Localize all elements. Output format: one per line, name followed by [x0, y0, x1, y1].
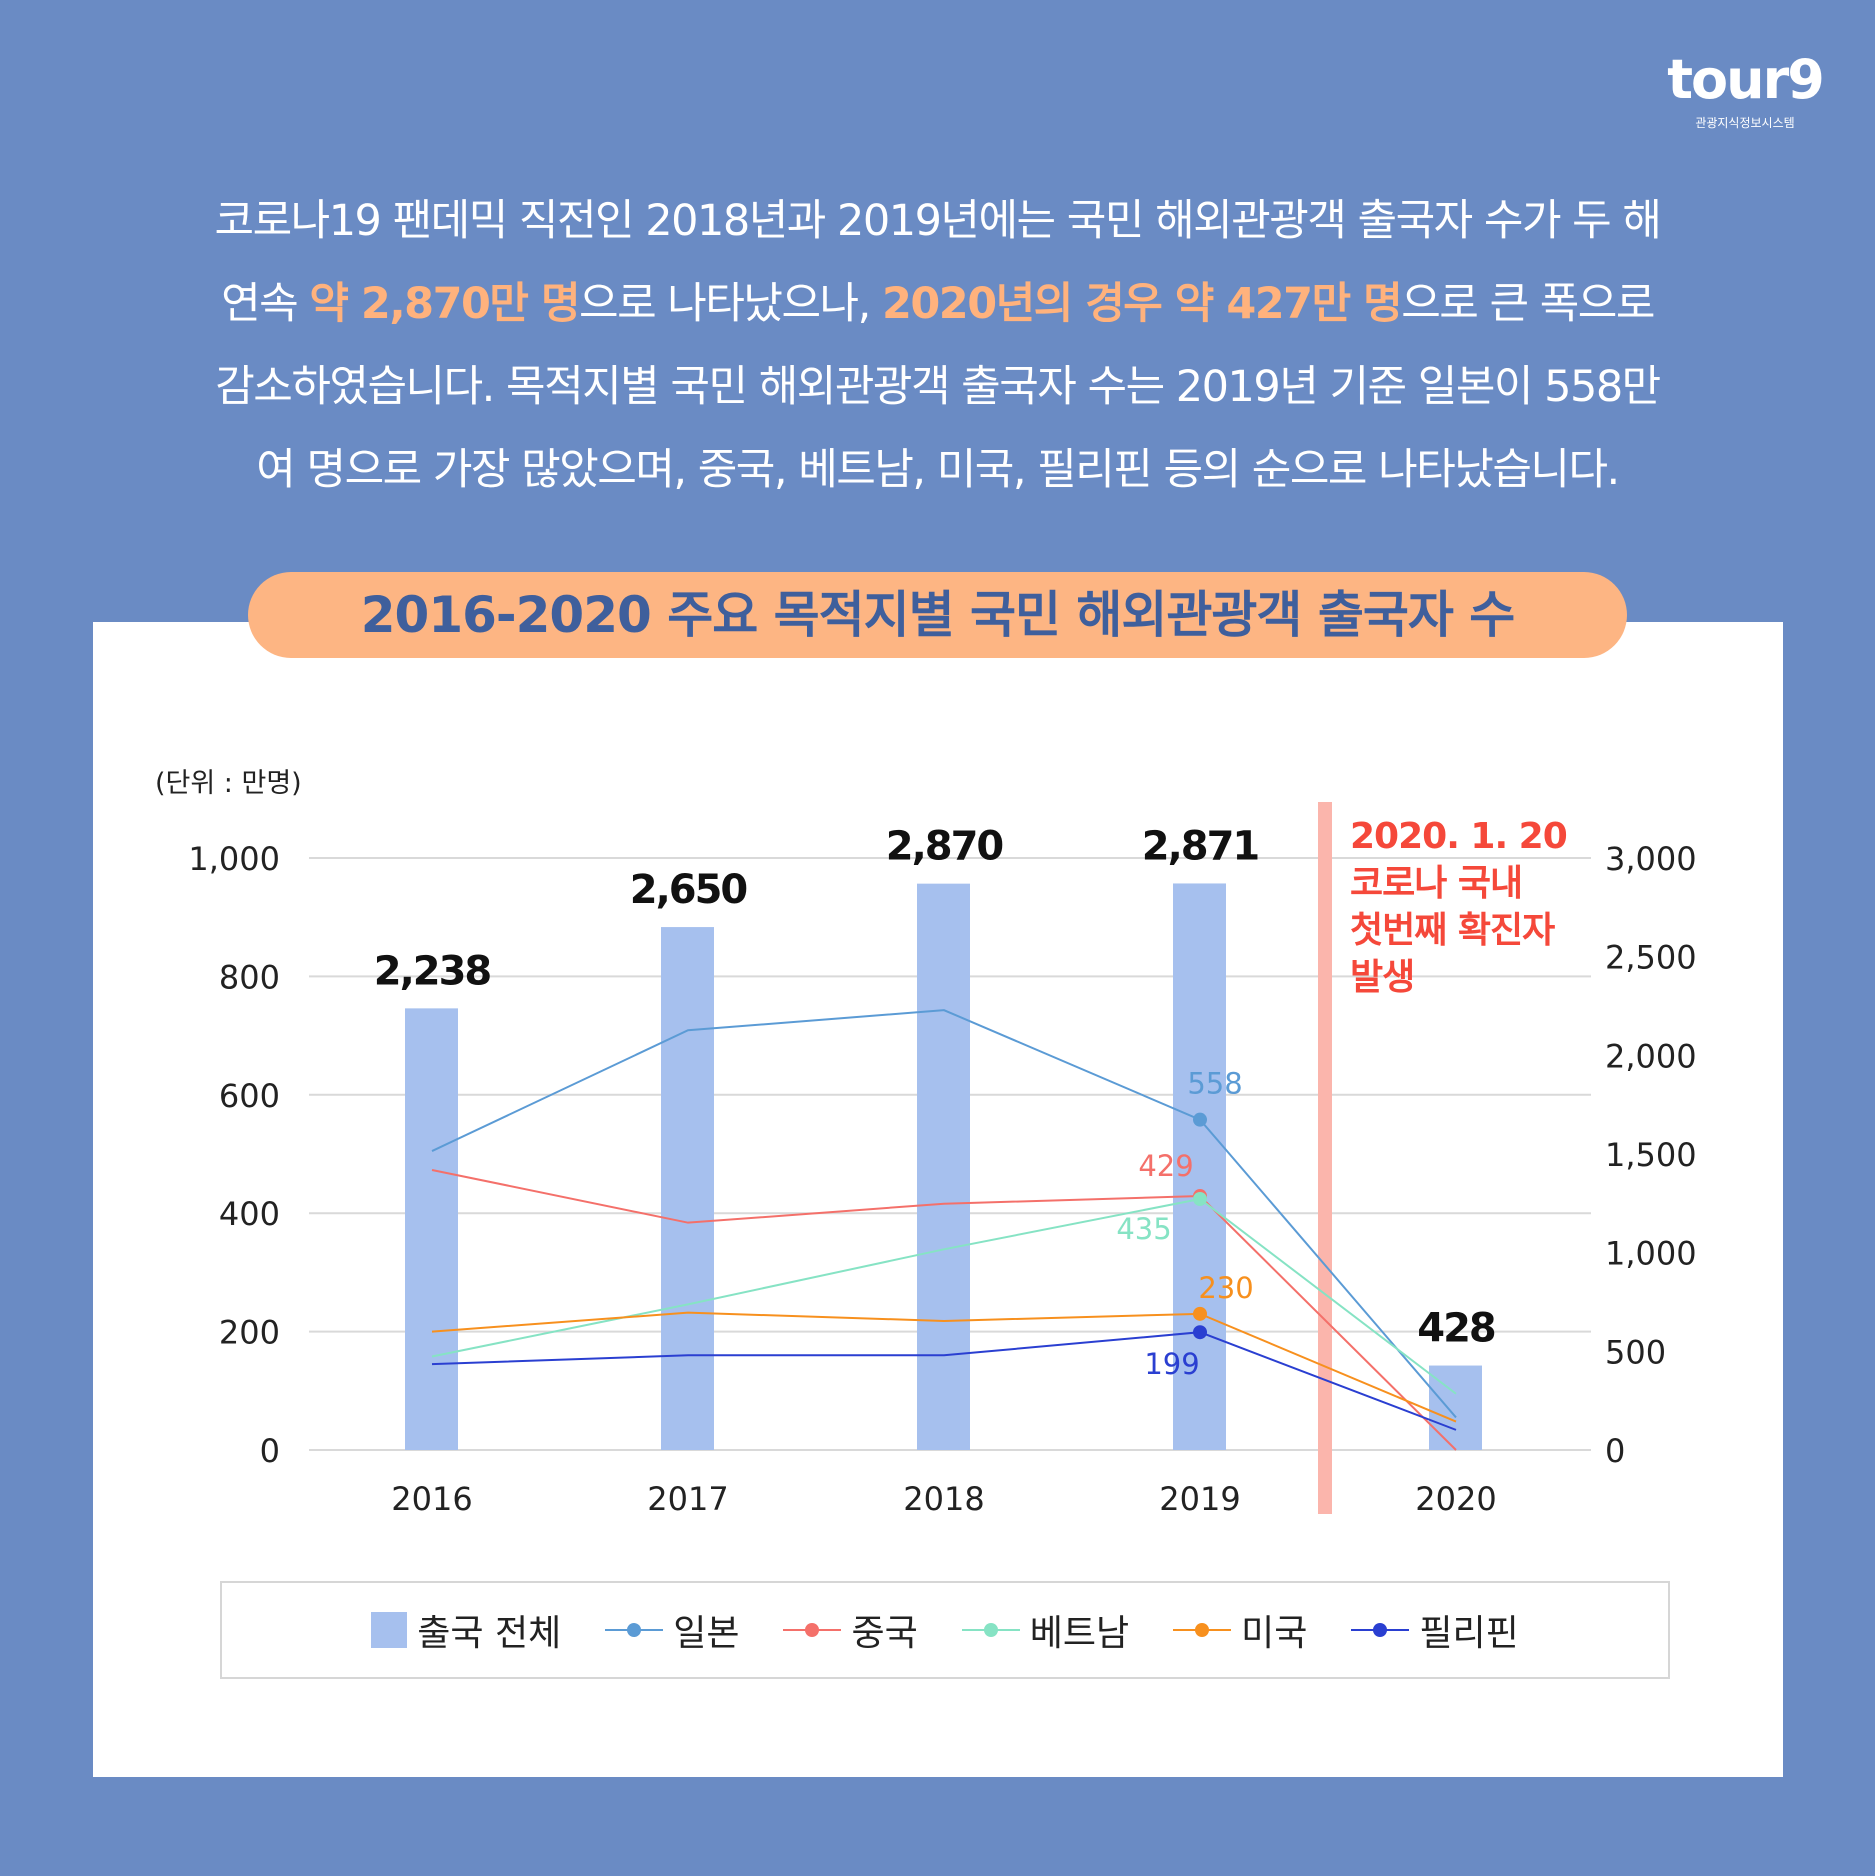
x-tick-label: 2018: [903, 1480, 984, 1518]
legend-label: 베트남: [1029, 1613, 1130, 1654]
left-tick-label: 400: [219, 1195, 280, 1233]
intro-line-2: 연속 약 2,870만 명으로 나타났으나, 2020년의 경우 약 427만 …: [60, 263, 1815, 346]
intro-line-3: 감소하였습니다. 목적지별 국민 해외관광객 출국자 수는 2019년 기준 일…: [215, 362, 1661, 412]
legend-item-일본: 일본: [605, 1604, 739, 1656]
left-tick-label: 0: [260, 1432, 280, 1470]
chart-title: 2016-2020 주요 목적지별 국민 해외관광객 출국자 수: [248, 572, 1627, 658]
legend-label: 필리핀: [1419, 1613, 1519, 1654]
bar-2017: [661, 927, 714, 1450]
covid-marker-line: [1318, 802, 1332, 1514]
legend-item-중국: 중국: [783, 1604, 918, 1656]
line-swatch: [783, 1623, 842, 1637]
legend-item-미국: 미국: [1173, 1604, 1307, 1656]
x-tick-label: 2019: [1159, 1480, 1240, 1518]
legend-item-필리핀: 필리핀: [1351, 1604, 1519, 1656]
point-2019-필리핀: [1193, 1325, 1207, 1340]
point-2019-미국: [1193, 1306, 1207, 1321]
line-data-label: 230: [1198, 1271, 1253, 1305]
legend-label: 일본: [673, 1613, 740, 1654]
x-tick-label: 2017: [647, 1480, 728, 1518]
bar-2018: [917, 883, 970, 1450]
intro-text: 코로나19 팬데믹 직전인 2018년과 2019년에는 국민 해외관광객 출국…: [60, 180, 1815, 512]
line-data-label: 429: [1138, 1149, 1193, 1183]
line-중국: [431, 1169, 1457, 1451]
line-swatch: [1351, 1623, 1410, 1637]
left-tick-label: 200: [219, 1314, 280, 1352]
left-tick-label: 800: [219, 958, 280, 996]
annotation-text: 발생: [1350, 957, 1414, 998]
intro-line-4: 여 명으로 가장 많았으며, 중국, 베트남, 미국, 필리핀 등의 순으로 나…: [256, 445, 1620, 495]
right-tick-label: 0: [1605, 1432, 1625, 1470]
legend-label: 출국 전체: [417, 1613, 562, 1654]
annotation-text: 2020. 1. 20: [1350, 816, 1567, 857]
right-tick-label: 2,500: [1605, 939, 1697, 977]
line-data-label: 558: [1187, 1067, 1242, 1101]
text: 으로 큰 폭으로: [1401, 279, 1655, 329]
annotation-text: 첫번째 확진자: [1350, 910, 1555, 951]
line-필리핀: [431, 1331, 1457, 1431]
logo-word: tour9: [1667, 48, 1825, 111]
bar-data-label: 2,238: [374, 948, 491, 994]
bar-2019: [1173, 883, 1226, 1450]
text: 연속: [221, 279, 310, 329]
right-tick-label: 500: [1605, 1333, 1666, 1371]
legend-label: 중국: [851, 1613, 918, 1654]
highlight: 2020년의 경우 약 427만 명: [881, 279, 1403, 329]
bar-2016: [405, 1008, 458, 1450]
line-일본: [431, 1009, 1457, 1419]
point-2019-베트남: [1193, 1191, 1207, 1206]
right-tick-label: 2,000: [1605, 1037, 1697, 1075]
x-tick-label: 2016: [391, 1480, 472, 1518]
legend-label: 미국: [1241, 1613, 1308, 1654]
right-tick-label: 1,500: [1605, 1136, 1697, 1174]
bar-swatch: [371, 1612, 408, 1648]
intro-line-1: 코로나19 팬데믹 직전인 2018년과 2019년에는 국민 해외관광객 출국…: [214, 196, 1662, 246]
point-2019-일본: [1193, 1112, 1207, 1127]
line-베트남: [431, 1197, 1457, 1395]
right-tick-label: 1,000: [1605, 1235, 1697, 1273]
tour9-logo: tour9 관광지식정보시스템: [1665, 50, 1825, 131]
legend-item-total: 출국 전체: [371, 1604, 561, 1656]
highlight: 약 2,870만 명: [309, 279, 580, 329]
legend: 출국 전체 일본 중국 베트남 미국 필리핀: [220, 1581, 1670, 1679]
x-tick-label: 2020: [1415, 1480, 1496, 1518]
bar-data-label: 2,870: [886, 824, 1003, 870]
bar-data-label: 2,650: [630, 867, 747, 913]
bar-data-label: 2,871: [1142, 823, 1259, 869]
unit-label: (단위 : 만명): [155, 768, 302, 799]
line-data-label: 199: [1144, 1347, 1199, 1381]
line-swatch: [1173, 1623, 1232, 1637]
logo-subtitle: 관광지식정보시스템: [1695, 116, 1795, 130]
left-tick-label: 600: [219, 1077, 280, 1115]
line-swatch: [605, 1623, 664, 1637]
right-tick-label: 3,000: [1605, 840, 1697, 878]
annotation-text: 코로나 국내: [1350, 863, 1522, 904]
text: 으로 나타났으나,: [579, 279, 882, 329]
line-미국: [431, 1311, 1457, 1423]
line-data-label: 435: [1116, 1212, 1171, 1246]
legend-item-베트남: 베트남: [961, 1604, 1130, 1656]
left-tick-label: 1,000: [188, 840, 280, 878]
line-swatch: [961, 1623, 1020, 1637]
bar-data-label: 428: [1417, 1306, 1495, 1352]
